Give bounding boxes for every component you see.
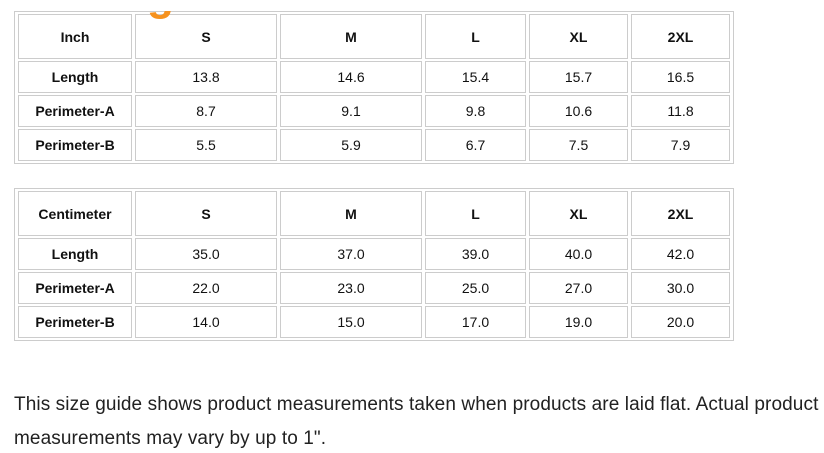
table-row-perimeter-a: Perimeter-A 8.7 9.1 9.8 10.6 11.8 [18,95,730,127]
size-value-cell: 14.6 [280,61,422,93]
size-value-cell: 42.0 [631,238,730,270]
column-header-2xl: 2XL [631,14,730,59]
column-header-xl: XL [529,14,628,59]
row-label-length: Length [18,238,132,270]
size-value-cell: 11.8 [631,95,730,127]
size-table-inch: Inch S M L XL 2XL Length 13.8 14.6 15.4 … [14,11,734,164]
size-value-cell: 37.0 [280,238,422,270]
size-value-cell: 10.6 [529,95,628,127]
table-header-row: Inch S M L XL 2XL [18,14,730,59]
table-row-perimeter-a: Perimeter-A 22.0 23.0 25.0 27.0 30.0 [18,272,730,304]
size-value-cell: 17.0 [425,306,526,338]
size-value-cell: 7.9 [631,129,730,161]
heading-descender-glyph: g [147,11,181,18]
column-header-s: S [135,14,277,59]
size-value-cell: 8.7 [135,95,277,127]
size-value-cell: 15.4 [425,61,526,93]
size-value-cell: 20.0 [631,306,730,338]
column-header-m: M [280,14,422,59]
row-label-perimeter-b: Perimeter-B [18,306,132,338]
size-table-centimeter: Centimeter S M L XL 2XL Length 35.0 37.0… [14,188,734,341]
size-value-cell: 40.0 [529,238,628,270]
column-header-l: L [425,191,526,236]
table-header-row: Centimeter S M L XL 2XL [18,191,730,236]
size-value-cell: 9.8 [425,95,526,127]
size-value-cell: 5.5 [135,129,277,161]
column-header-m: M [280,191,422,236]
size-guide-note-line2: measurements may vary by up to 1". [14,428,327,449]
table-row-perimeter-b: Perimeter-B 14.0 15.0 17.0 19.0 20.0 [18,306,730,338]
size-value-cell: 6.7 [425,129,526,161]
size-value-cell: 5.9 [280,129,422,161]
row-label-perimeter-b: Perimeter-B [18,129,132,161]
clipped-heading-fragment: g [147,11,181,19]
size-value-cell: 14.0 [135,306,277,338]
size-value-cell: 39.0 [425,238,526,270]
size-guide-note: This size guide shows product measuremen… [14,388,824,453]
column-header-xl: XL [529,191,628,236]
size-value-cell: 15.7 [529,61,628,93]
size-value-cell: 25.0 [425,272,526,304]
row-label-perimeter-a: Perimeter-A [18,95,132,127]
unit-header-inch: Inch [18,14,132,59]
size-value-cell: 13.8 [135,61,277,93]
size-value-cell: 16.5 [631,61,730,93]
table-row-perimeter-b: Perimeter-B 5.5 5.9 6.7 7.5 7.9 [18,129,730,161]
unit-header-centimeter: Centimeter [18,191,132,236]
size-value-cell: 35.0 [135,238,277,270]
size-value-cell: 30.0 [631,272,730,304]
row-label-length: Length [18,61,132,93]
column-header-2xl: 2XL [631,191,730,236]
size-value-cell: 9.1 [280,95,422,127]
column-header-s: S [135,191,277,236]
size-value-cell: 7.5 [529,129,628,161]
size-value-cell: 23.0 [280,272,422,304]
size-value-cell: 15.0 [280,306,422,338]
size-guide-section: Inch S M L XL 2XL Length 13.8 14.6 15.4 … [0,11,824,453]
size-value-cell: 27.0 [529,272,628,304]
row-label-perimeter-a: Perimeter-A [18,272,132,304]
size-value-cell: 19.0 [529,306,628,338]
table-row-length: Length 35.0 37.0 39.0 40.0 42.0 [18,238,730,270]
size-value-cell: 22.0 [135,272,277,304]
table-row-length: Length 13.8 14.6 15.4 15.7 16.5 [18,61,730,93]
column-header-l: L [425,14,526,59]
size-guide-note-line1: This size guide shows product measuremen… [14,394,819,415]
